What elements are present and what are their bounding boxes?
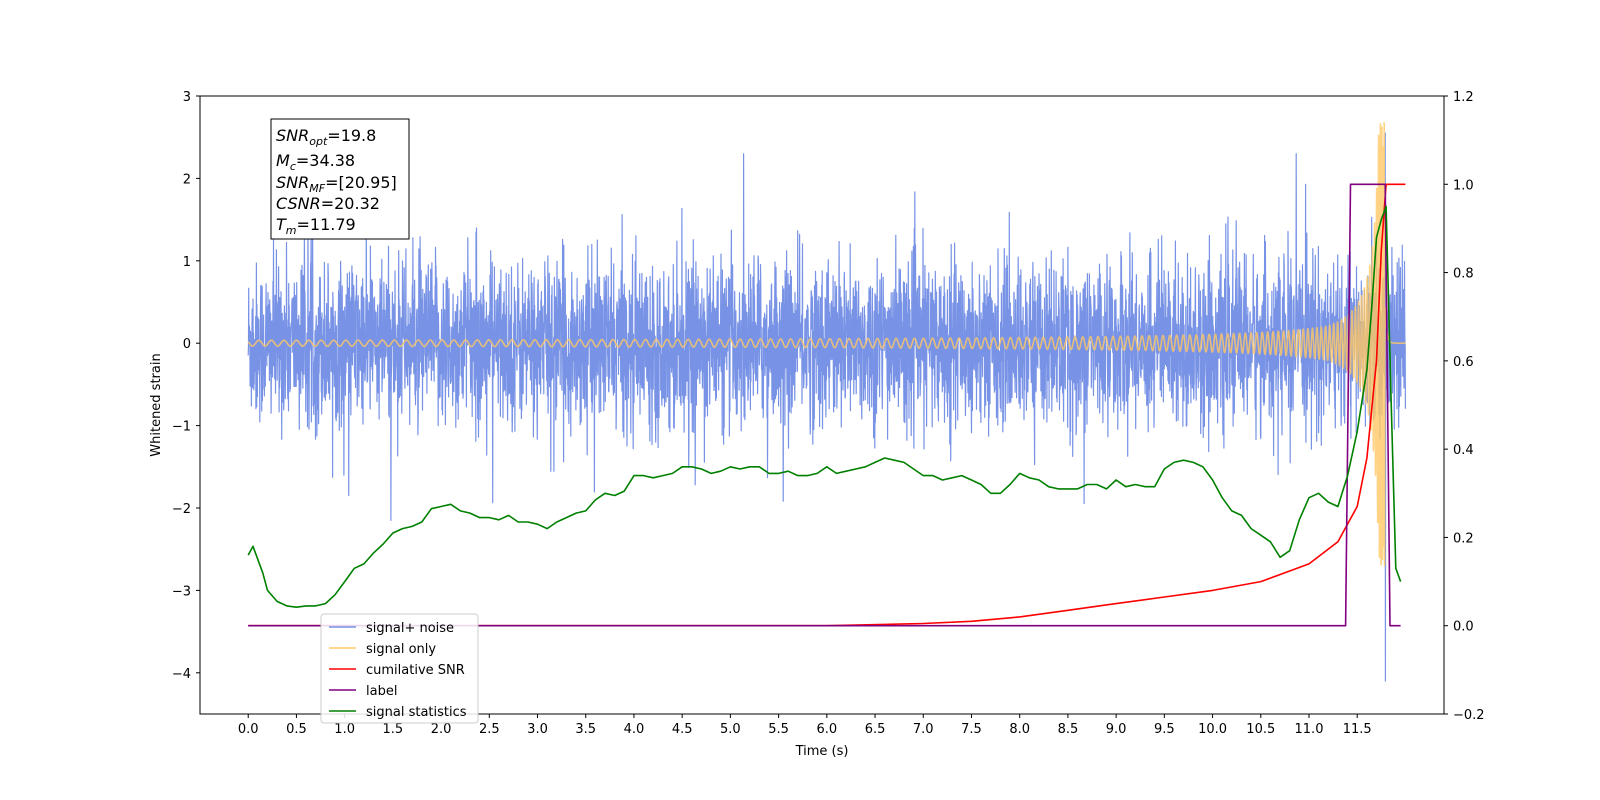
y-right-tick-label-1: 1.0 bbox=[1453, 178, 1474, 193]
x-tick-label-14: 7.0 bbox=[913, 722, 934, 737]
y-left-tick-label-1: 2 bbox=[183, 172, 191, 187]
x-tick-label-13: 6.5 bbox=[865, 722, 886, 737]
y-left-tick-label-5: −2 bbox=[172, 502, 191, 517]
y-left-tick-label-2: 1 bbox=[183, 255, 191, 270]
x-tick-label-18: 9.0 bbox=[1106, 722, 1127, 737]
x-tick-label-0: 0.0 bbox=[238, 722, 259, 737]
y-right-tick-label-4: 0.4 bbox=[1453, 443, 1474, 458]
annotation-csnr: CSNR=20.32 bbox=[276, 194, 380, 213]
series-2-line bbox=[248, 183, 1406, 627]
series-layer bbox=[247, 122, 1406, 682]
annotation-snr-mf: SNRMF=[20.95] bbox=[276, 173, 397, 195]
x-tick-label-20: 10.0 bbox=[1198, 722, 1227, 737]
series-3-line bbox=[248, 183, 1401, 627]
y-right-tick-label-2: 0.8 bbox=[1453, 267, 1474, 282]
series-4-line bbox=[247, 205, 1402, 608]
annotation-tm: Tm=11.79 bbox=[276, 215, 356, 237]
x-tick-label-22: 11.0 bbox=[1295, 722, 1324, 737]
x-tick-label-5: 2.5 bbox=[479, 722, 500, 737]
x-tick-label-17: 8.5 bbox=[1058, 722, 1079, 737]
x-tick-label-15: 7.5 bbox=[961, 722, 982, 737]
legend-label-0: signal+ noise bbox=[366, 621, 454, 636]
annotation-mc: Mc=34.38 bbox=[276, 151, 355, 173]
legend-label-2: cumilative SNR bbox=[366, 663, 465, 678]
x-tick-label-10: 5.0 bbox=[720, 722, 741, 737]
y-left-tick-label-0: 3 bbox=[183, 90, 191, 105]
y-right-tick-label-3: 0.6 bbox=[1453, 355, 1474, 370]
plot-frame bbox=[199, 95, 1445, 715]
y-axis-label-left: Whitened strain bbox=[149, 353, 164, 456]
y-right-tick-label-6: 0.0 bbox=[1453, 620, 1474, 635]
x-tick-label-1: 0.5 bbox=[286, 722, 307, 737]
x-tick-label-2: 1.0 bbox=[334, 722, 355, 737]
series-1-line bbox=[247, 122, 1406, 567]
legend: signal+ noise signal only cumilative SNR la… bbox=[320, 613, 479, 724]
y-axis-right: 1.2 1.0 0.8 0.6 0.4 0.2 0.0 −0.2 bbox=[1444, 90, 1485, 723]
x-tick-label-12: 6.0 bbox=[816, 722, 837, 737]
legend-label-3: label bbox=[366, 684, 397, 699]
y-left-tick-label-3: 0 bbox=[183, 337, 191, 352]
annotation-box: SNRopt=19.8 Mc=34.38 SNRMF=[20.95] CSNR=… bbox=[270, 118, 410, 240]
x-axis: 0.0 0.5 1.0 1.5 2.0 2.5 3.0 3.5 4.0 4.5 5.0 5.5 6.0 6… bbox=[238, 714, 1372, 737]
series-0-line bbox=[247, 132, 1406, 682]
x-tick-label-11: 5.5 bbox=[768, 722, 789, 737]
legend-label-1: signal only bbox=[366, 642, 436, 657]
y-left-tick-label-6: −3 bbox=[172, 584, 191, 599]
x-tick-label-16: 8.0 bbox=[1009, 722, 1030, 737]
x-tick-label-19: 9.5 bbox=[1154, 722, 1175, 737]
y-axis-left: 3 2 1 0 −1 −2 −3 −4 bbox=[172, 90, 200, 682]
y-right-tick-label-0: 1.2 bbox=[1453, 90, 1474, 105]
y-right-tick-label-7: −0.2 bbox=[1453, 708, 1485, 723]
y-right-tick-label-5: 0.2 bbox=[1453, 531, 1474, 546]
x-tick-label-3: 1.5 bbox=[383, 722, 404, 737]
x-tick-label-9: 4.5 bbox=[672, 722, 693, 737]
legend-label-4: signal statistics bbox=[366, 705, 467, 720]
x-tick-label-8: 4.0 bbox=[624, 722, 645, 737]
x-tick-label-7: 3.5 bbox=[575, 722, 596, 737]
annotation-snr-opt: SNRopt=19.8 bbox=[276, 126, 376, 148]
y-left-tick-label-7: −4 bbox=[172, 667, 191, 682]
x-tick-label-23: 11.5 bbox=[1343, 722, 1372, 737]
x-tick-label-6: 3.0 bbox=[527, 722, 548, 737]
y-left-tick-label-4: −1 bbox=[172, 420, 191, 435]
x-tick-label-21: 10.5 bbox=[1246, 722, 1275, 737]
x-axis-label: Time (s) bbox=[795, 744, 849, 759]
x-tick-label-4: 2.0 bbox=[431, 722, 452, 737]
